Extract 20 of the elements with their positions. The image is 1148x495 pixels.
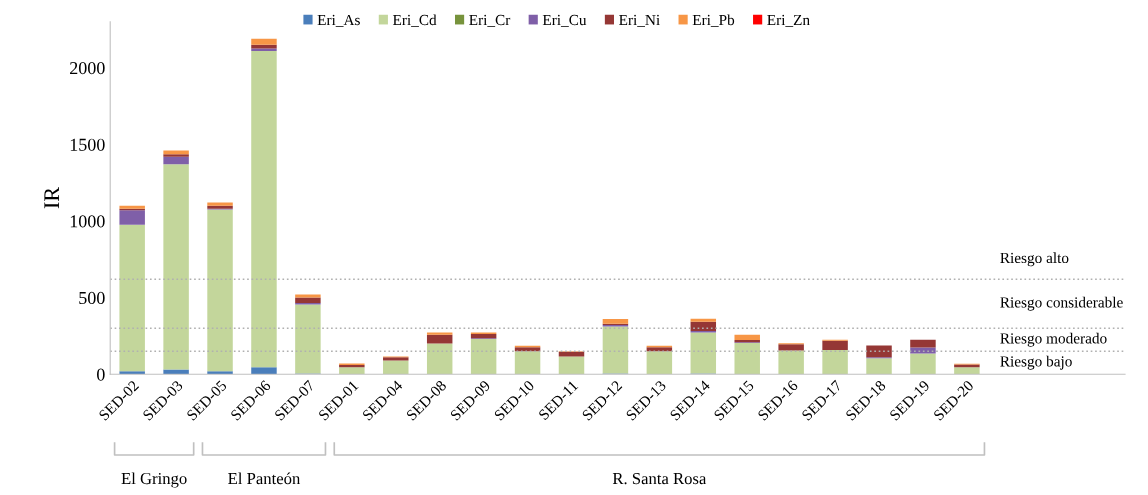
y-axis-title: IR <box>44 186 59 209</box>
text: R. Santa Rosa <box>612 472 707 485</box>
text: El Panteón <box>228 472 301 485</box>
legend-label: Eri_Cu <box>542 14 587 27</box>
y-tick-label: 1500 <box>70 138 105 151</box>
y-tick-label: 2000 <box>70 62 105 75</box>
legend-label: Eri_Cr <box>469 14 511 27</box>
ref-line-label: Riesgo alto <box>1000 252 1069 267</box>
legend-label: Eri_As <box>317 14 360 27</box>
text: El Gringo <box>121 472 187 488</box>
ref-line-label: Riesgo moderado <box>1000 332 1107 347</box>
ref-line-label: Riesgo considerable <box>1000 296 1123 311</box>
legend-label: Eri_Cd <box>392 14 437 27</box>
legend-label: Eri_Ni <box>619 14 660 27</box>
legend-label: Eri_Pb <box>692 14 735 27</box>
y-tick-label: 0 <box>97 368 105 381</box>
y-tick-label: 1000 <box>70 215 105 228</box>
y-tick-label: 500 <box>79 291 105 305</box>
text: Riesgo bajo <box>1000 355 1072 370</box>
legend-label: Eri_Zn <box>767 14 810 27</box>
